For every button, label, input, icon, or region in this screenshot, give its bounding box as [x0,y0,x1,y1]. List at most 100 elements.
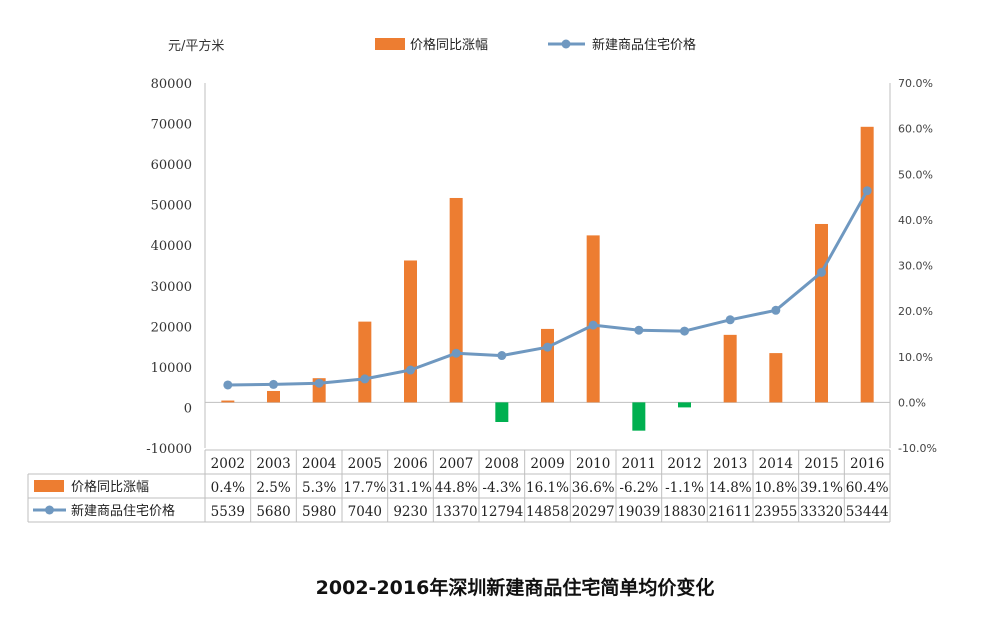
left-tick-label: 40000 [151,239,192,254]
pct-label: 5.3% [302,480,336,496]
left-tick-label: 10000 [151,361,192,376]
year-label: 2007 [439,456,473,472]
price-label: 20297 [572,504,615,520]
price-label: 18830 [663,504,706,520]
price-point-2013 [725,315,735,325]
price-point-2016 [862,186,872,196]
price-point-2006 [406,365,415,375]
price-label: 7040 [348,504,382,520]
price-label: 19039 [617,504,660,520]
right-tick-label: 50.0% [898,168,933,181]
pct-label: 39.1% [800,480,843,496]
bar-2010 [586,235,600,403]
year-label: 2003 [256,456,290,472]
price-label: 13370 [435,504,478,520]
chart-title: 2002-2016年深圳新建商品住宅简单均价变化 [316,576,715,599]
price-label: 9230 [393,504,427,520]
bar-2008 [495,402,509,422]
pct-label: 44.8% [435,480,478,496]
right-tick-label: 10.0% [898,351,933,364]
right-tick-label: -10.0% [898,442,937,455]
price-point-2010 [588,320,598,330]
year-label: 2013 [713,456,747,472]
price-label: 5980 [302,504,336,520]
price-label: 23955 [754,504,797,520]
pct-label: -6.2% [619,480,658,496]
price-point-2007 [451,348,461,358]
right-tick-label: 70.0% [898,77,933,90]
table-line-series-label: 新建商品住宅价格 [71,503,175,519]
year-label: 2011 [622,456,656,472]
price-point-2003 [269,379,278,389]
bar-2009 [541,328,554,403]
right-tick-label: 20.0% [898,305,933,318]
price-point-2012 [680,326,689,336]
price-label: 21611 [709,504,752,520]
bar-2006 [404,260,417,403]
year-label: 2015 [804,456,838,472]
price-point-2011 [634,325,644,335]
left-tick-label: 60000 [151,158,192,173]
legend-line-marker [561,39,571,49]
price-point-2015 [817,267,826,277]
year-label: 2008 [485,456,519,472]
table-line-marker [45,505,54,515]
legend-bar-swatch [375,38,405,50]
left-tick-label: 20000 [151,320,192,335]
table-bar-series-label: 价格同比涨幅 [71,479,149,495]
pct-label: 17.7% [343,480,386,496]
price-point-2008 [497,351,507,361]
pct-label: 36.6% [572,480,615,496]
year-label: 2004 [302,456,336,472]
pct-label: 31.1% [389,480,432,496]
year-label: 2012 [667,456,701,472]
year-label: 2009 [530,456,564,472]
left-tick-label: -10000 [146,442,192,457]
year-label: 2016 [850,456,884,472]
right-tick-label: 30.0% [898,260,933,273]
pct-label: 0.4% [211,480,245,496]
bar-2005 [358,321,372,403]
legend-bar-label: 价格同比涨幅 [410,37,488,53]
bar-2002 [221,400,235,403]
left-axis-unit: 元/平方米 [168,38,224,54]
left-tick-label: 0 [184,401,192,416]
left-tick-label: 30000 [151,280,192,295]
table-bar-swatch [34,480,64,492]
pct-label: 60.4% [846,480,889,496]
price-label: 53444 [846,504,889,520]
pct-label: 16.1% [526,480,569,496]
price-point-2009 [543,342,552,352]
bar-2013 [723,334,737,403]
price-label: 5680 [256,504,290,520]
right-tick-label: 0.0% [898,396,926,409]
bar-2012 [678,402,691,408]
right-tick-label: 60.0% [898,123,933,136]
pct-label: 10.8% [754,480,797,496]
price-label: 12794 [480,504,523,520]
price-label: 5539 [211,504,245,520]
bar-2016 [860,126,874,403]
year-label: 2005 [348,456,382,472]
price-label: 33320 [800,504,843,520]
bar-2007 [449,197,463,403]
pct-label: -1.1% [665,480,704,496]
price-point-2002 [223,380,233,390]
price-label: 14858 [526,504,569,520]
year-label: 2014 [759,456,793,472]
year-label: 2002 [211,456,245,472]
year-label: 2006 [393,456,427,472]
left-tick-label: 70000 [151,118,192,133]
right-tick-label: 40.0% [898,214,933,227]
year-label: 2010 [576,456,610,472]
left-tick-label: 80000 [151,77,192,92]
pct-label: 2.5% [256,480,290,496]
legend-line-label: 新建商品住宅价格 [592,37,696,53]
price-point-2014 [771,305,781,315]
price-point-2004 [314,378,324,388]
pct-label: 14.8% [709,480,752,496]
price-point-2005 [360,374,370,384]
bar-2014 [769,353,783,403]
pct-label: -4.3% [482,480,521,496]
